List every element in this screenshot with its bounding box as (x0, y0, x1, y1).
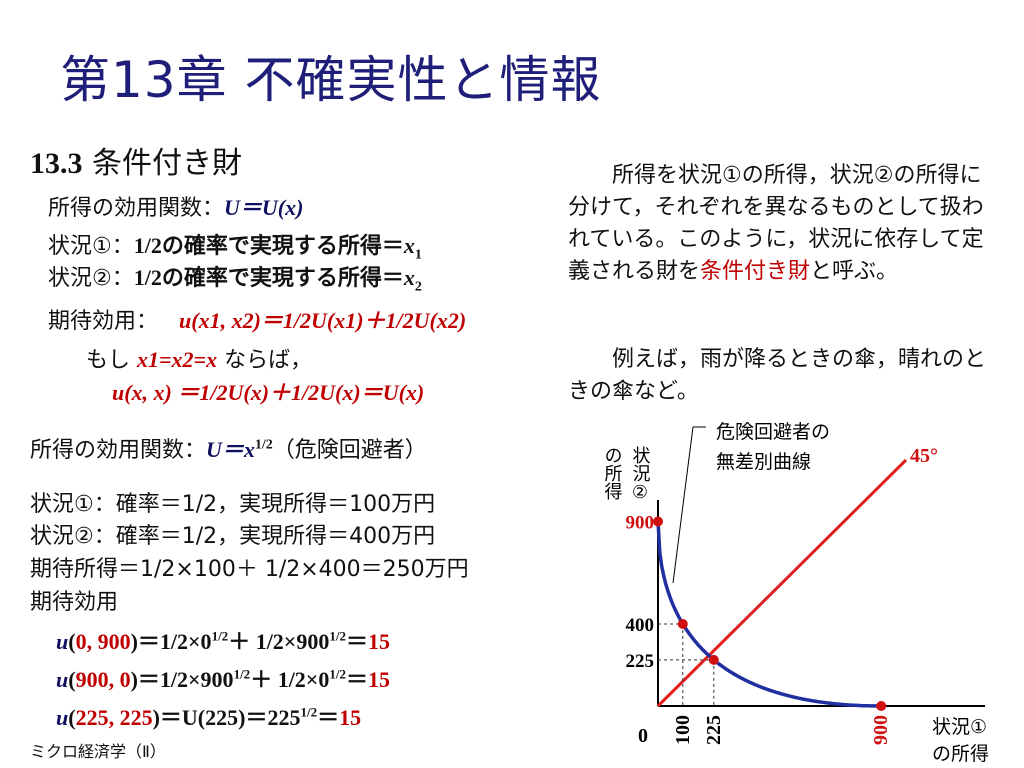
expected-utility-formula: u(x1, x2)＝1/2U(x1)＋1/2U(x2) (179, 308, 467, 333)
para1-text-a: 所得を状況①の所得，状況②の所得に分けて，それぞれを異なるものとして扱われている… (568, 163, 984, 284)
example-fn-exp: 1/2 (254, 437, 273, 453)
x-tick-label-225: 225 (703, 715, 725, 745)
state1-label: 状況①： (48, 234, 134, 259)
example-state2: 状況②：確率＝1/2，実現所得＝400万円 (30, 524, 436, 549)
if-line: もし x1=x2=x ならば， (86, 342, 312, 374)
state2-line: 状況②：1/2の確率で実現する所得＝x2 (48, 260, 422, 295)
example-utility-line: 所得の効用関数：U＝x1/2（危険回避者） (30, 432, 427, 464)
guide-lines (658, 623, 715, 706)
eq1-eq: ＝ (345, 629, 368, 654)
y-tick-label-400: 400 (626, 615, 655, 636)
eq1-u: u (56, 629, 69, 654)
chart-point-0-900 (653, 516, 663, 527)
eq3-args: 225, 225 (75, 705, 153, 730)
y-axis-label-col1: の所得 (602, 446, 623, 500)
eq3-u: u (56, 705, 69, 730)
curve-label-line1: 危険回避者の (716, 421, 830, 443)
eq1-result: 15 (367, 629, 390, 654)
utility-function-line: 所得の効用関数：U＝U(x) (48, 190, 303, 222)
indifference-curve (656, 521, 882, 708)
x-tick-label-900: 900 (870, 715, 892, 745)
y-axis-label-col2: 状況② (630, 446, 651, 503)
x-axis-label-line1: 状況① (932, 716, 987, 738)
eq1-rhs: ＝1/2×0 (137, 629, 212, 654)
if-suffix: ならば， (224, 348, 313, 373)
example-expected-income: 期待所得＝1/2×100＋ 1/2×400＝250万円 (30, 557, 469, 582)
equation-1: u(0, 900)＝1/2×01/2＋ 1/2×9001/2＝15 (56, 628, 390, 654)
example-fn-label: 所得の効用関数： (30, 438, 207, 463)
eq3-rhs: ＝U(225)＝225 (159, 705, 301, 730)
if-formula: x1=x2=x (137, 347, 218, 372)
eq2-exp-a: 1/2 (233, 666, 251, 682)
example-state1: 状況①：確率＝1/2，実現所得＝100万円 (30, 492, 436, 517)
example-fn-note: （危険回避者） (272, 438, 427, 463)
section-heading: 13.3 条件付き財 (30, 138, 242, 182)
state2-var: x (403, 265, 415, 290)
example-fn-formula: U＝x (206, 437, 255, 462)
utility-fn-label: 所得の効用関数： (48, 196, 225, 221)
chart-point-900-0 (876, 701, 887, 711)
origin-label: 0 (638, 725, 648, 747)
state1-text: 1/2の確率で実現する所得＝ (133, 233, 404, 258)
if-result-line: u(x, x) ＝1/2U(x)＋1/2U(x)＝U(x) (112, 375, 424, 407)
paragraph-contingent-goods: 所得を状況①の所得，状況②の所得に分けて，それぞれを異なるものとして扱われている… (568, 160, 998, 288)
paragraph-example: 例えば，雨が降るときの傘，晴れのときの傘など。 (568, 347, 987, 404)
x-axis-label-line2: の所得 (932, 743, 989, 765)
equation-3: u(225, 225)＝U(225)＝2251/2＝15 (56, 704, 362, 730)
eq2-u: u (56, 667, 69, 692)
utility-fn-formula: U＝U(x) (224, 195, 304, 220)
eq2-mid: ＋ 1/2×0 (250, 667, 330, 692)
eq3-exp: 1/2 (300, 704, 318, 720)
curve-label-leader (672, 426, 694, 584)
if-prefix: もし (86, 348, 131, 373)
chart-point-100-400 (677, 619, 688, 629)
state1-sub: 1 (414, 247, 422, 263)
eq2-rhs: ＝1/2×900 (137, 667, 234, 692)
section-number: 13.3 (30, 147, 83, 180)
chart-point-225-225 (708, 654, 719, 665)
eq2-result: 15 (367, 667, 390, 692)
para1-text-b: と呼ぶ。 (810, 259, 899, 284)
state2-sub: 2 (414, 279, 422, 295)
x-tick-label-100: 100 (672, 715, 694, 745)
state2-label: 状況②： (48, 266, 134, 291)
expected-utility-line: 期待効用： u(x1, x2)＝1/2U(x1)＋1/2U(x2) (48, 303, 466, 335)
if-result: u(x, x) ＝1/2U(x)＋1/2U(x)＝U(x) (112, 380, 425, 405)
state1-line: 状況①：1/2の確率で実現する所得＝x1 (48, 228, 422, 263)
slide-title: 第13章 不確実性と情報 (60, 51, 602, 109)
eq2-eq: ＝ (345, 667, 368, 692)
y-tick-label-225: 225 (626, 651, 655, 672)
curve-label-line2: 無差別曲線 (716, 451, 811, 473)
state2-text: 1/2の確率で実現する所得＝ (133, 265, 404, 290)
line-45-label: 45° (910, 445, 938, 467)
y-tick-label-900: 900 (626, 513, 655, 534)
para1-highlight: 条件付き財 (700, 259, 811, 284)
section-title: 条件付き財 (92, 146, 243, 181)
example-expected-utility-label: 期待効用 (30, 590, 119, 615)
eq1-mid: ＋ 1/2×900 (228, 629, 330, 654)
indifference-chart: 0 100 225 900 900 400 225 45° 危険回避者の 無差別… (602, 421, 990, 765)
eq1-exp-b: 1/2 (329, 628, 346, 644)
eq1-exp-a: 1/2 (211, 628, 229, 644)
45-degree-line (656, 458, 908, 708)
eq2-args: 900, 0 (75, 667, 131, 692)
eq2-exp-b: 1/2 (329, 666, 346, 682)
chart-points (653, 516, 887, 711)
eq3-result: 15 (339, 705, 362, 730)
eq1-args: 0, 900 (75, 629, 131, 654)
state1-var: x (403, 233, 415, 258)
expected-utility-label: 期待効用： (48, 309, 159, 334)
eq3-eq: ＝ (317, 705, 340, 730)
equation-2: u(900, 0)＝1/2×9001/2＋ 1/2×01/2＝15 (56, 666, 390, 692)
footer-course-name: ミクロ経済学（Ⅱ） (30, 742, 166, 761)
